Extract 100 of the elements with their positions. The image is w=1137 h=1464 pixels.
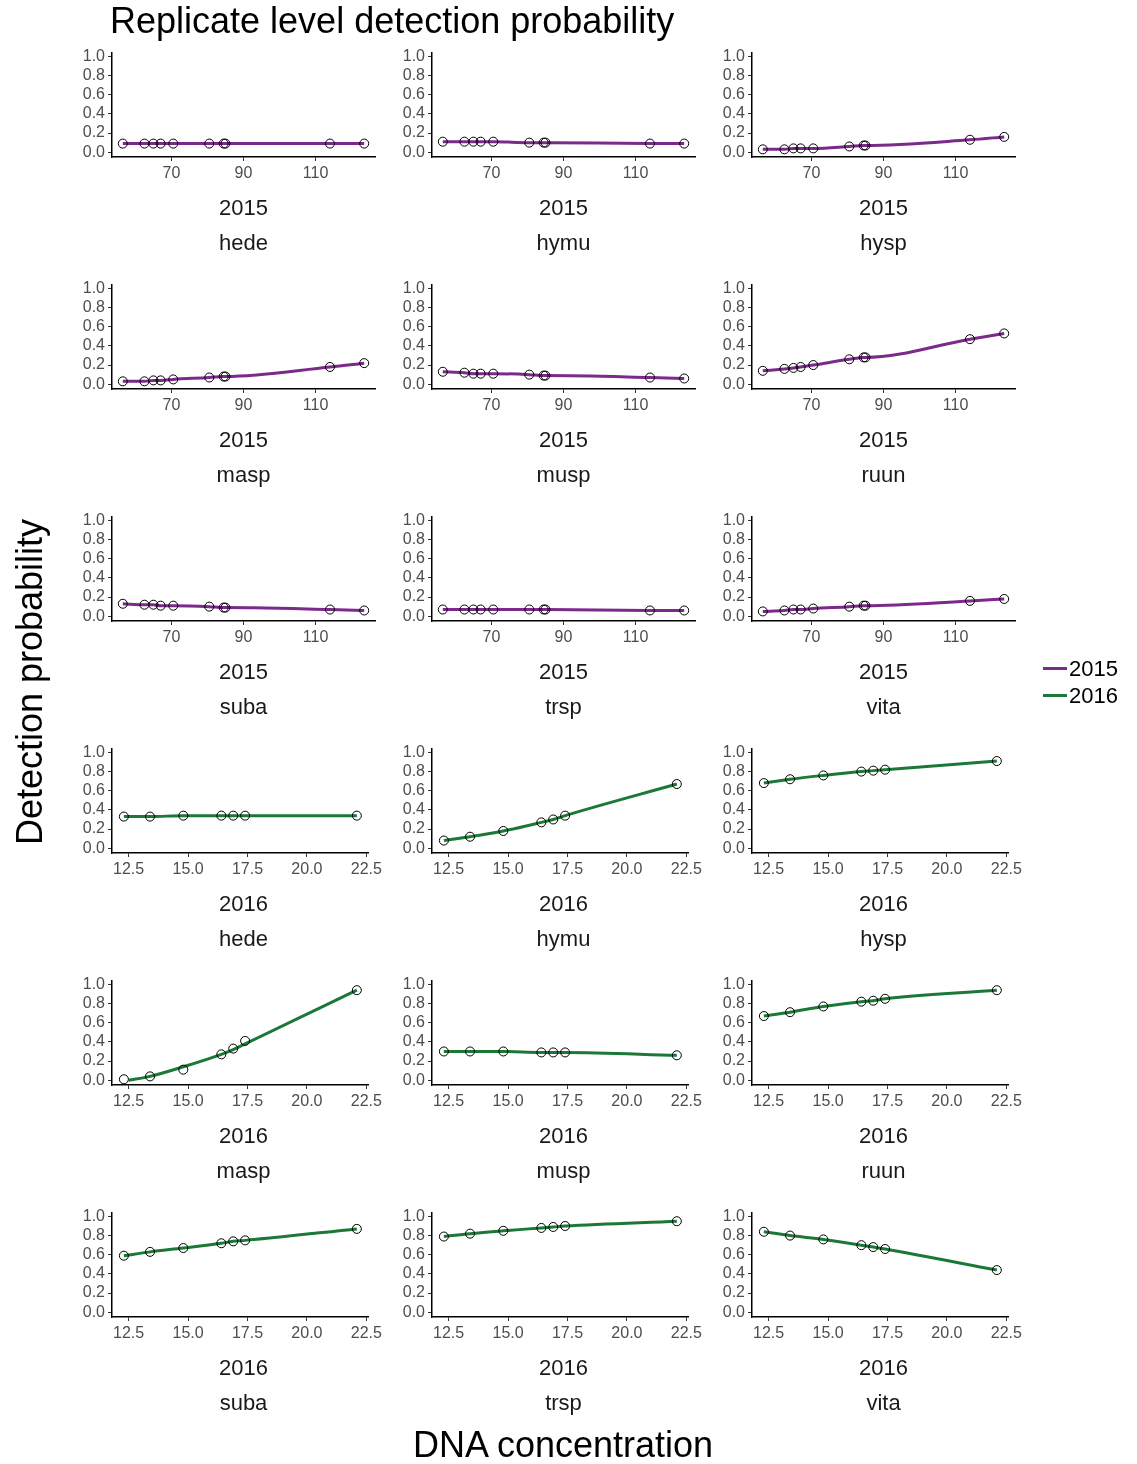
point <box>437 366 448 377</box>
x-tick-label: 22.5 <box>670 1324 703 1342</box>
x-tick-label: 20.0 <box>611 1324 643 1342</box>
point <box>118 1074 129 1085</box>
y-tick-label: 0.0 <box>722 142 746 160</box>
y-tick-label: 1.0 <box>402 278 426 296</box>
x-tick-label: 17.5 <box>551 1324 584 1342</box>
y-tick-label: 0.4 <box>82 800 106 818</box>
point <box>168 374 179 385</box>
y-tick-label: 0.2 <box>82 819 106 837</box>
y-tick-label: 0.4 <box>82 1032 106 1050</box>
y-tick-label: 1.0 <box>402 510 426 528</box>
point <box>808 143 819 154</box>
text: masp <box>215 1158 272 1184</box>
point <box>475 368 486 379</box>
point <box>155 375 166 386</box>
x-tick-label: 22.5 <box>670 860 703 878</box>
x-tick-label: 110 <box>942 164 969 182</box>
text: trsp <box>544 1390 583 1416</box>
point <box>868 995 879 1006</box>
text: musp <box>535 462 592 488</box>
point <box>758 1226 769 1237</box>
point <box>844 141 855 152</box>
text: hymu <box>535 230 592 256</box>
x-tick-label: 22.5 <box>990 1092 1023 1110</box>
y-tick-label: 0.6 <box>82 85 106 103</box>
y-tick-label: 0.4 <box>82 104 106 122</box>
x-tick-label: 90 <box>234 628 253 646</box>
text: hysp <box>859 926 908 952</box>
x-tick-label: 12.5 <box>433 1092 465 1110</box>
x-tick-label: 110 <box>302 628 329 646</box>
y-tick-label: 0.0 <box>82 1070 106 1088</box>
y-tick-label: 0.8 <box>82 65 106 83</box>
x-tick-label: 17.5 <box>871 860 904 878</box>
y-tick-label: 0.2 <box>402 587 426 605</box>
legend-label: 2016 <box>1069 682 1118 709</box>
x-tick-label: 12.5 <box>113 1092 145 1110</box>
x-tick-label: 12.5 <box>753 1092 785 1110</box>
x-tick-label: 17.5 <box>551 860 584 878</box>
x-tick-label: 15.0 <box>492 1324 524 1342</box>
text: 2016 <box>218 1123 269 1149</box>
x-tick-label: 17.5 <box>231 1092 264 1110</box>
point <box>999 593 1010 604</box>
y-tick-label: 0.8 <box>722 993 746 1011</box>
x-tick-label: 12.5 <box>753 860 785 878</box>
y-tick-label: 0.8 <box>82 761 106 779</box>
text: ruun <box>860 1158 907 1184</box>
x-tick-label: 15.0 <box>492 860 524 878</box>
y-tick-label: 1.0 <box>402 46 426 64</box>
y-tick-label: 0.0 <box>722 374 746 392</box>
point <box>118 1250 129 1261</box>
y-tick-label: 0.2 <box>402 355 426 373</box>
text: 2015 <box>858 659 909 685</box>
y-tick-label: 1.0 <box>402 742 426 760</box>
x-tick-label: 22.5 <box>350 1092 383 1110</box>
x-tick-label: 12.5 <box>113 1324 145 1342</box>
x-tick-label: 22.5 <box>990 1324 1023 1342</box>
y-tick-label: 0.8 <box>402 297 426 315</box>
text: 2016 <box>218 1355 269 1381</box>
x-tick-label: 70 <box>162 164 181 182</box>
point <box>438 1231 449 1242</box>
y-tick-label: 0.2 <box>722 819 746 837</box>
y-tick-label: 0.6 <box>722 781 746 799</box>
y-tick-label: 1.0 <box>722 46 746 64</box>
text: ruun <box>860 462 907 488</box>
y-tick-label: 0.4 <box>82 336 106 354</box>
point <box>880 764 891 775</box>
point <box>785 1230 796 1241</box>
y-tick-label: 0.4 <box>722 104 746 122</box>
point <box>240 1035 251 1046</box>
y-tick-label: 0.0 <box>402 142 426 160</box>
x-tick-label: 70 <box>482 396 501 414</box>
y-tick-label: 1.0 <box>402 1206 426 1224</box>
x-tick-label: 15.0 <box>172 860 204 878</box>
y-tick-label: 0.0 <box>722 1302 746 1320</box>
x-tick-label: 15.0 <box>172 1324 204 1342</box>
point <box>844 354 855 365</box>
text: 2015 <box>538 427 589 453</box>
y-tick-label: 0.6 <box>722 1245 746 1263</box>
point <box>468 368 479 379</box>
y-tick-label: 1.0 <box>82 742 106 760</box>
x-tick-label: 70 <box>162 628 181 646</box>
text: 2015 <box>538 195 589 221</box>
point <box>465 1228 476 1239</box>
x-tick-label: 90 <box>234 164 253 182</box>
x-tick-label: 110 <box>942 396 969 414</box>
x-tick-label: 110 <box>302 164 329 182</box>
point <box>868 765 879 776</box>
point <box>880 993 891 1004</box>
y-tick-label: 0.2 <box>722 1051 746 1069</box>
point <box>991 1265 1002 1276</box>
text: 2016 <box>218 891 269 917</box>
y-tick-label: 0.0 <box>82 838 106 856</box>
x-tick-label: 15.0 <box>492 1092 524 1110</box>
point <box>548 814 559 825</box>
point <box>536 1222 547 1233</box>
y-tick-label: 0.2 <box>82 1283 106 1301</box>
y-tick-label: 0.4 <box>722 1032 746 1050</box>
y-tick-label: 0.0 <box>402 374 426 392</box>
point <box>964 334 975 345</box>
